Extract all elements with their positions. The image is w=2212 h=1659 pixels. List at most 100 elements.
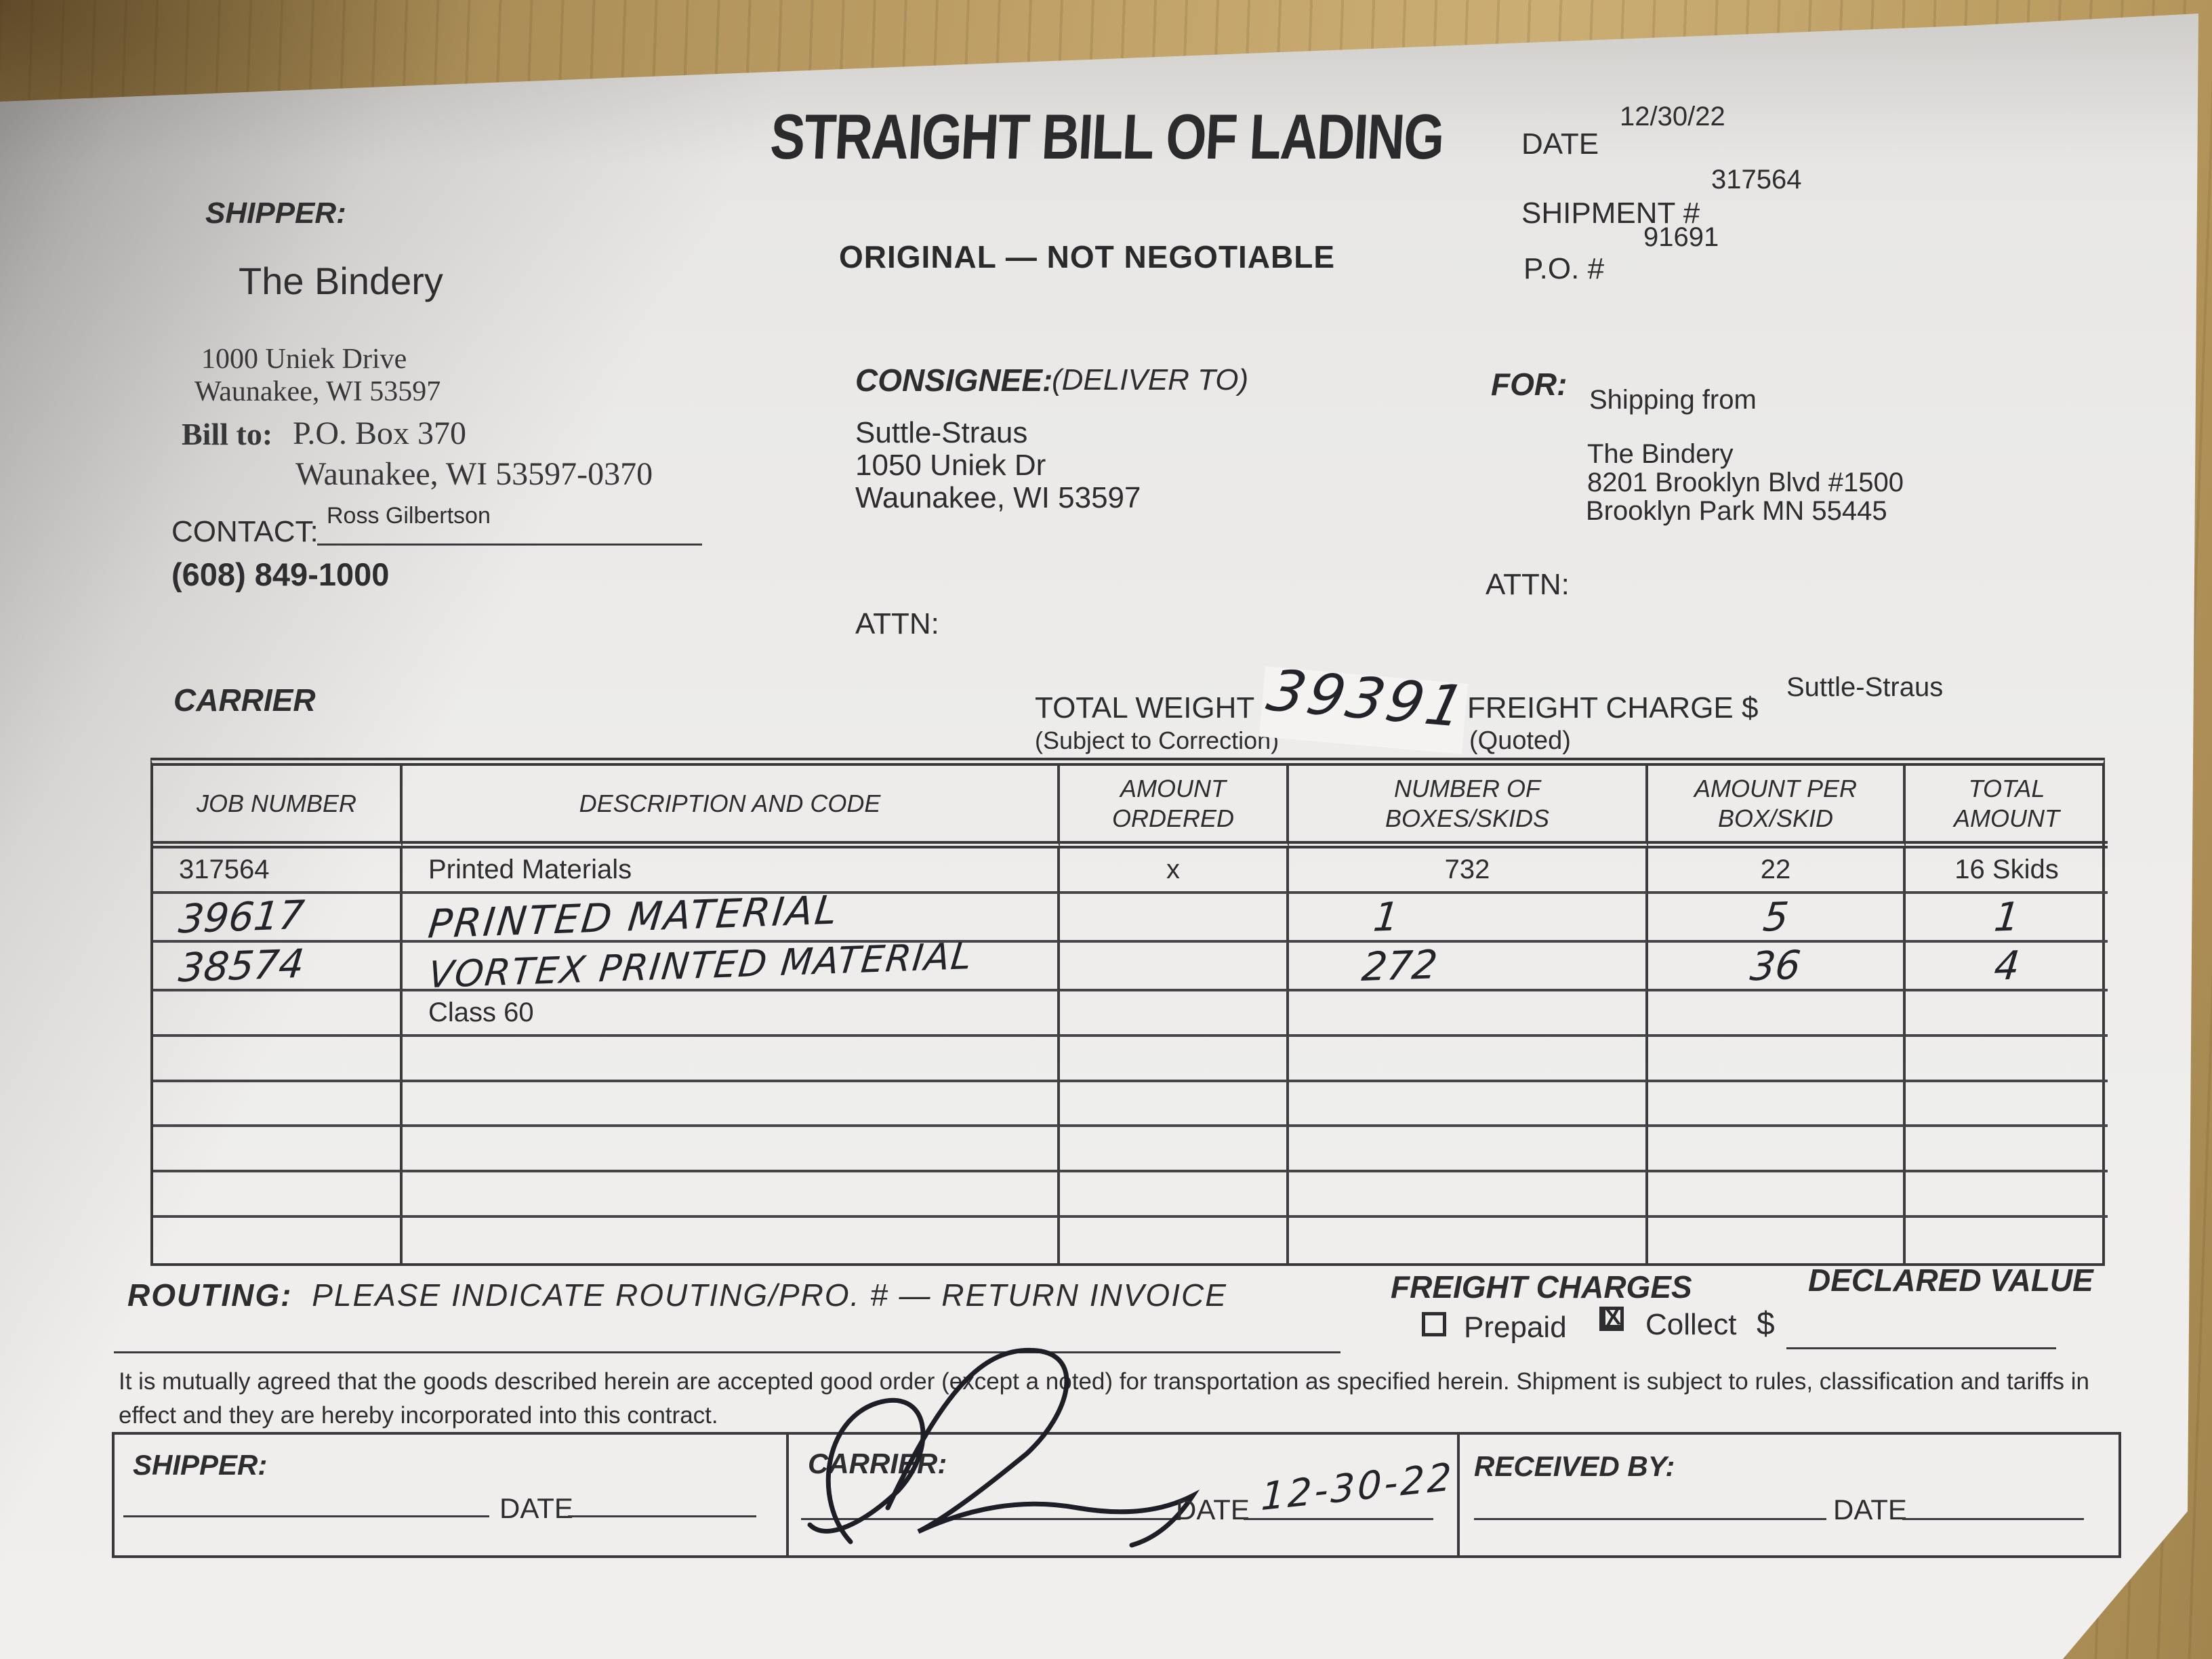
collect-checkbox: X [1599,1304,1624,1331]
col-header-job-number: JOB NUMBER [153,766,403,848]
carrier-name-value: Suttle-Straus [1786,672,1944,702]
table-cell-empty [153,1218,403,1263]
date-value: 12/30/22 [1620,102,1725,131]
carrier-date-line [1244,1518,1433,1520]
document-title: STRAIGHT BILL OF LADING [768,101,1446,172]
total-weight-label: TOTAL WEIGHT [1035,691,1255,724]
table-cell-total-amount: 4 [1906,942,2108,991]
collect-x-mark: X [1604,1304,1622,1331]
signature-box-divider [1457,1432,1460,1558]
table-cell-amount-ordered [1060,893,1289,943]
table-cell-amount-ordered [1060,942,1289,991]
declared-value-line [1786,1347,2056,1349]
prepaid-checkbox [1422,1312,1446,1336]
table-cell-empty [403,1172,1060,1218]
table-cell-per-box-skid: 5 [1648,893,1906,943]
consignee-address-line1: 1050 Uniek Dr [855,449,1046,482]
table-cell-empty [1906,1172,2108,1218]
table-cell-total-amount: 16 Skids [1906,848,2108,894]
table-cell-empty [1906,1037,2108,1082]
col-header-total-amount: TOTAL AMOUNT [1906,766,2108,848]
table-cell-total-amount: 1 [1906,893,2108,943]
table-cell-empty [1289,1127,1648,1173]
table-cell-empty [1906,1082,2108,1128]
for-attn-label: ATTN: [1486,568,1570,601]
bill-to-label: Bill to: [182,417,273,451]
table-cell-empty [153,1036,403,1082]
table-cell-per-box-skid [1648,991,1906,1037]
table-cell-boxes-skids [1289,991,1648,1037]
received-signature-line [1474,1518,1826,1520]
col-header-number-of-boxes: NUMBER OF BOXES/SKIDS [1289,766,1648,848]
col-header-amount-per-box: AMOUNT PER BOX/SKID [1648,766,1906,848]
freight-charge-note: (Quoted) [1469,726,1571,755]
table-cell-empty [1060,1218,1289,1263]
routing-line: ROUTING: PLEASE INDICATE ROUTING/PRO. # … [127,1277,1227,1313]
bill-to-line1: P.O. Box 370 [293,415,467,451]
consignee-label: CONSIGNEE: [855,363,1053,398]
table-cell-empty [1648,1082,1906,1128]
col-header-description: DESCRIPTION AND CODE [403,766,1060,848]
consignee-name: Suttle-Straus [855,416,1028,449]
table-cell-boxes-skids: 272 [1289,941,1648,991]
consignee-attn-label: ATTN: [855,607,939,640]
bill-to-line2: Waunakee, WI 53597-0370 [295,456,653,492]
table-cell-amount-ordered: x [1060,848,1289,894]
shipper-date-line [568,1515,756,1517]
po-number-label: P.O. # [1523,252,1605,285]
shipper-signature-line [123,1515,489,1517]
shipper-date-label: DATE [499,1492,573,1524]
routing-text: PLEASE INDICATE ROUTING/PRO. # — RETURN … [312,1277,1227,1313]
shipper-address-line2: Waunakee, WI 53597 [194,376,441,407]
table-cell-job-number: 38574 [153,940,403,991]
document-subtitle: ORIGINAL — NOT NEGOTIABLE [839,239,1336,274]
table-cell-empty [1648,1036,1906,1082]
freight-table: JOB NUMBER DESCRIPTION AND CODE AMOUNT OR… [150,758,2108,1266]
table-cell-empty [403,1218,1060,1263]
table-cell-per-box-skid: 36 [1648,941,1906,991]
total-weight-note: (Subject to Correction) [1035,726,1279,754]
table-cell-boxes-skids: 1 [1289,893,1648,943]
carrier-signature [807,1347,1200,1548]
shipper-sign-label: SHIPPER: [133,1449,268,1481]
table-cell-empty [153,1082,403,1128]
table-cell-empty [1289,1036,1648,1082]
dollar-sign: $ [1757,1306,1775,1342]
table-cell-empty [1060,1127,1289,1173]
table-cell-description: Class 60 [403,991,1060,1037]
shipping-from-text: Shipping from [1589,385,1757,415]
shipment-number-value: 317564 [1711,165,1802,194]
table-cell-per-box-skid: 22 [1648,848,1906,894]
date-label: DATE [1521,127,1599,161]
shipper-name: The Bindery [239,260,443,302]
shipper-address-line1: 1000 Uniek Drive [201,344,407,375]
freight-charges-label: FREIGHT CHARGES [1391,1269,1692,1305]
table-cell-empty [403,1036,1060,1082]
table-cell-empty [403,1082,1060,1128]
table-cell-empty [1906,1127,2108,1173]
carrier-label: CARRIER [173,682,316,718]
received-date-line [1902,1518,2084,1520]
for-label: FOR: [1491,367,1568,402]
received-date-label: DATE [1833,1494,1907,1525]
shipper-label: SHIPPER: [205,197,346,230]
prepaid-label: Prepaid [1464,1311,1567,1344]
table-cell-empty [1289,1218,1648,1263]
table-cell-description: VORTEX PRINTED MATERIAL [403,935,1060,997]
freight-charge-label: FREIGHT CHARGE $ [1467,691,1759,724]
routing-label: ROUTING: [127,1277,293,1313]
table-cell-empty [1906,1218,2108,1263]
for-address-line2: Brooklyn Park MN 55445 [1586,496,1887,526]
table-cell-job-number: 39617 [153,891,403,943]
table-cell-empty [1289,1172,1648,1218]
for-name: The Bindery [1587,439,1734,469]
deliver-to-label: (DELIVER TO) [1052,363,1249,396]
carrier-date-label: DATE [1176,1494,1250,1525]
table-cell-empty [1289,1082,1648,1128]
table-cell-empty [1060,1172,1289,1218]
table-cell-empty [153,1127,403,1173]
table-cell-job-number: 317564 [153,848,403,894]
contact-underline [317,544,702,546]
